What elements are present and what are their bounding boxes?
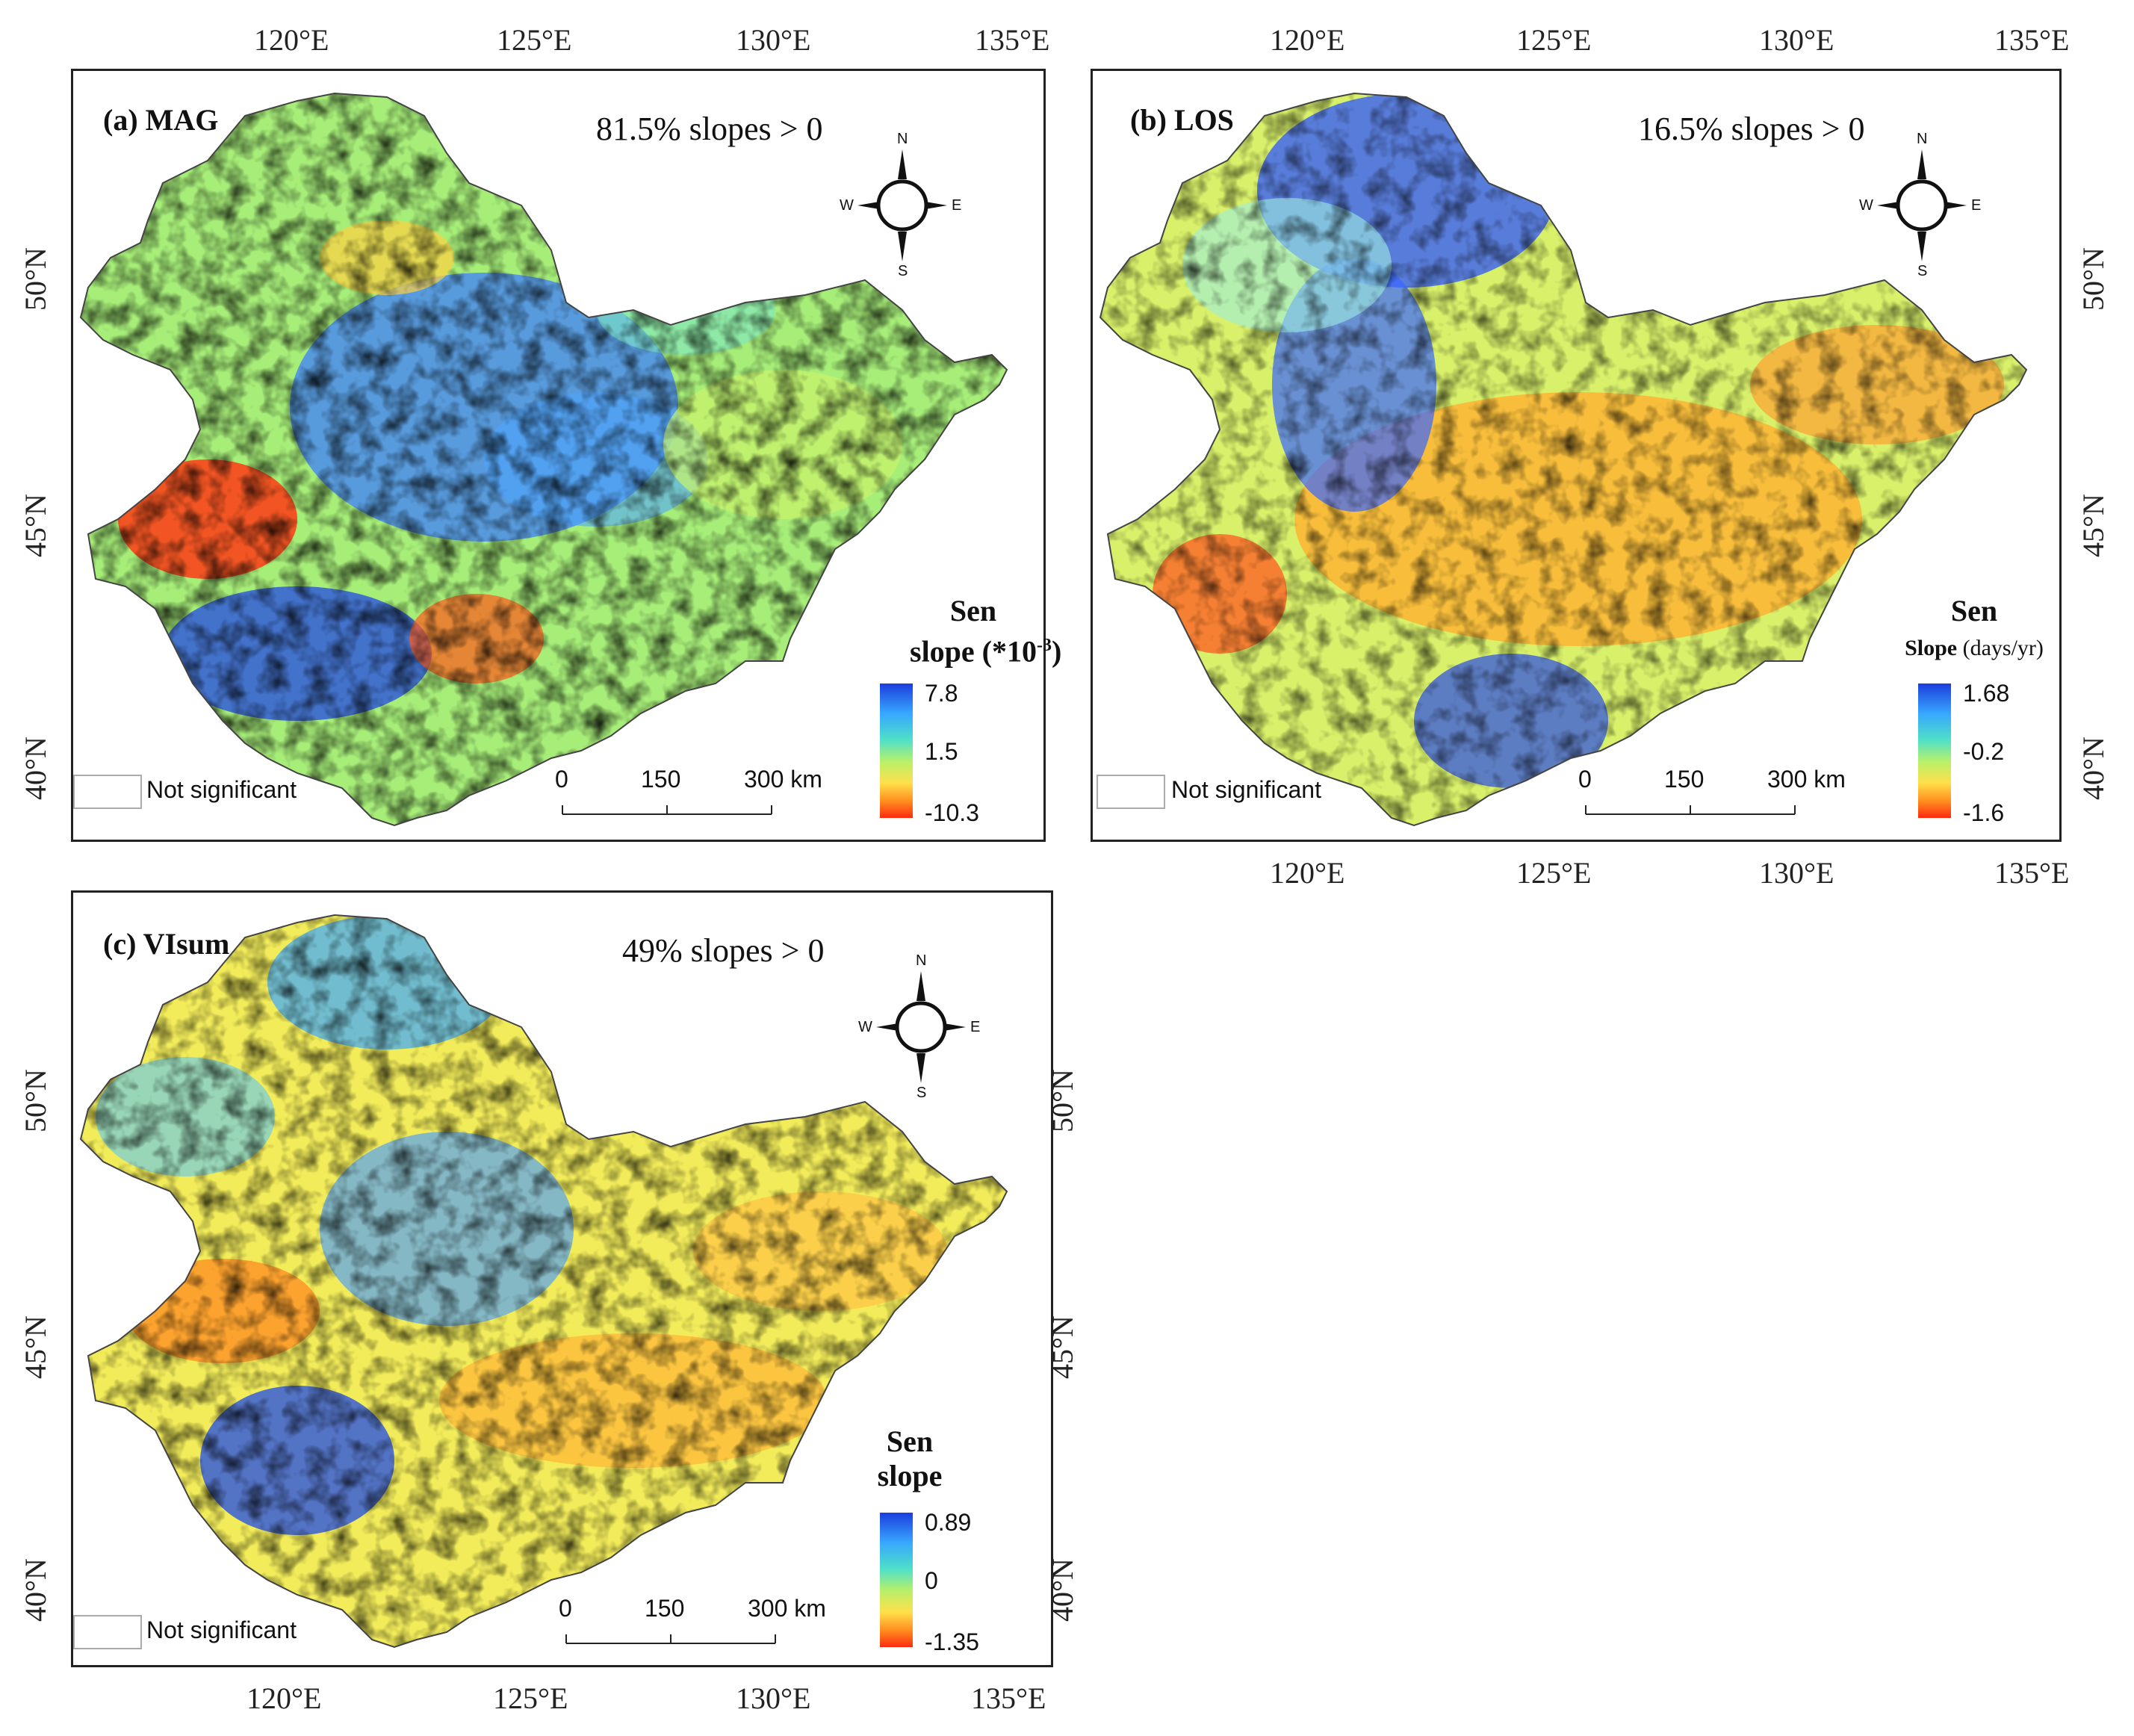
legend-color-ramp — [1918, 683, 1951, 818]
lon-tick-bottom: 120°E — [1270, 856, 1345, 890]
scalebar-label: 300 km — [744, 766, 822, 793]
lat-tick-left: 50°N — [18, 1069, 52, 1132]
compass-n: N — [897, 131, 908, 147]
legend-max: 1.68 — [1963, 680, 2010, 707]
scalebar-label: 0 — [559, 1595, 572, 1622]
not-significant-swatch — [73, 775, 142, 809]
legend-title: Sen slope — [877, 1425, 943, 1492]
legend-mid: 0 — [925, 1567, 938, 1594]
legend-color-ramp — [880, 683, 913, 818]
lon-tick-top: 120°E — [1270, 23, 1345, 57]
legend-title: Sen slope (*10-3) — [910, 594, 1062, 669]
scalebar-label: 0 — [1578, 766, 1592, 793]
panel-c: 50°N 45°N 40°N 50°N 45°N 40°N 120°E 125°… — [0, 881, 1079, 1736]
scalebar-label: 300 km — [748, 1595, 826, 1622]
compass-w: W — [840, 197, 854, 214]
lat-tick-right: 50°N — [2076, 247, 2110, 311]
lat-tick-left: 40°N — [18, 737, 52, 800]
legend-mid: -0.2 — [1963, 738, 2005, 765]
lat-tick-right: 40°N — [2076, 737, 2110, 800]
scalebar-label: 300 km — [1767, 766, 1846, 793]
lon-tick-top: 130°E — [736, 23, 811, 57]
scalebar-label: 150 — [645, 1595, 685, 1622]
lon-tick-bottom: 125°E — [1516, 856, 1592, 890]
lon-tick-bottom: 130°E — [1759, 856, 1834, 890]
legend-min: -1.6 — [1963, 799, 2005, 826]
compass-s: S — [916, 1085, 927, 1101]
legend-mid: 1.5 — [925, 738, 958, 765]
not-significant-label: Not significant — [146, 1616, 297, 1643]
compass-n: N — [916, 952, 927, 969]
lon-tick-top: 125°E — [497, 23, 572, 57]
compass-e: E — [952, 197, 962, 214]
compass-w: W — [1859, 197, 1873, 214]
scalebar — [562, 805, 772, 815]
scalebar-label: 150 — [641, 766, 681, 793]
legend-max: 0.89 — [925, 1509, 972, 1536]
percent-positive: 16.5% slopes > 0 — [1638, 111, 1865, 147]
panel-title: (c) VIsum — [103, 927, 230, 961]
legend-title: Sen Slope (days/yr) — [1905, 594, 2044, 660]
lat-tick-left: 45°N — [18, 1315, 52, 1379]
lat-tick-left: 50°N — [18, 247, 52, 311]
panel-b: 120°E 125°E 130°E 135°E 50°N 45°N 40°N 1… — [1076, 0, 2129, 919]
scalebar — [565, 1634, 776, 1644]
compass-e: E — [970, 1019, 981, 1035]
north-arrow-icon: N S W E — [840, 131, 961, 279]
map-frame: (b) LOS 16.5% slopes > 0 N S W E Sen Slo… — [1091, 69, 2062, 842]
map-frame: (c) VIsum 49% slopes > 0 N S W E Sen slo… — [71, 890, 1053, 1667]
legend-min: -1.35 — [925, 1628, 979, 1655]
scalebar — [1585, 805, 1796, 815]
scalebar-label: 150 — [1664, 766, 1705, 793]
compass-s: S — [898, 263, 908, 279]
scalebar-label: 0 — [555, 766, 568, 793]
legend-max: 7.8 — [925, 680, 958, 707]
compass-n: N — [1917, 131, 1928, 147]
lon-tick-bottom: 125°E — [493, 1681, 568, 1715]
panel-title: (b) LOS — [1130, 103, 1234, 137]
percent-positive: 49% slopes > 0 — [622, 932, 825, 969]
lat-tick-left: 40°N — [18, 1558, 52, 1622]
lon-tick-bottom: 135°E — [971, 1681, 1046, 1715]
lon-tick-bottom: 120°E — [246, 1681, 322, 1715]
lat-tick-left: 45°N — [18, 494, 52, 557]
lon-tick-top: 130°E — [1759, 23, 1834, 57]
lon-tick-bottom: 130°E — [736, 1681, 811, 1715]
map-a — [79, 92, 1008, 827]
compass-e: E — [1971, 197, 1982, 214]
not-significant-label: Not significant — [146, 776, 297, 803]
lon-tick-top: 135°E — [975, 23, 1050, 57]
map-b — [1099, 92, 2028, 827]
percent-positive: 81.5% slopes > 0 — [596, 111, 823, 147]
not-significant-swatch — [1097, 775, 1165, 809]
panel-title: (a) MAG — [103, 103, 219, 137]
compass-w: W — [858, 1019, 872, 1035]
not-significant-swatch — [73, 1615, 142, 1649]
north-arrow-icon: N S W E — [1859, 131, 1981, 279]
map-c — [79, 914, 1008, 1649]
legend-color-ramp — [880, 1513, 913, 1647]
panel-a: 120°E 125°E 130°E 135°E 50°N 45°N 40°N — [0, 0, 1061, 859]
compass-s: S — [1917, 263, 1928, 279]
map-frame: (a) MAG 81.5% slopes > 0 N S W E Sen slo… — [71, 69, 1062, 842]
lat-tick-right: 45°N — [2076, 494, 2110, 557]
not-significant-label: Not significant — [1171, 776, 1321, 803]
lon-tick-top: 135°E — [1994, 23, 2070, 57]
lon-tick-top: 125°E — [1516, 23, 1592, 57]
lon-tick-bottom: 135°E — [1994, 856, 2070, 890]
legend-min: -10.3 — [925, 799, 979, 826]
lon-tick-top: 120°E — [254, 23, 329, 57]
north-arrow-icon: N S W E — [858, 952, 980, 1101]
